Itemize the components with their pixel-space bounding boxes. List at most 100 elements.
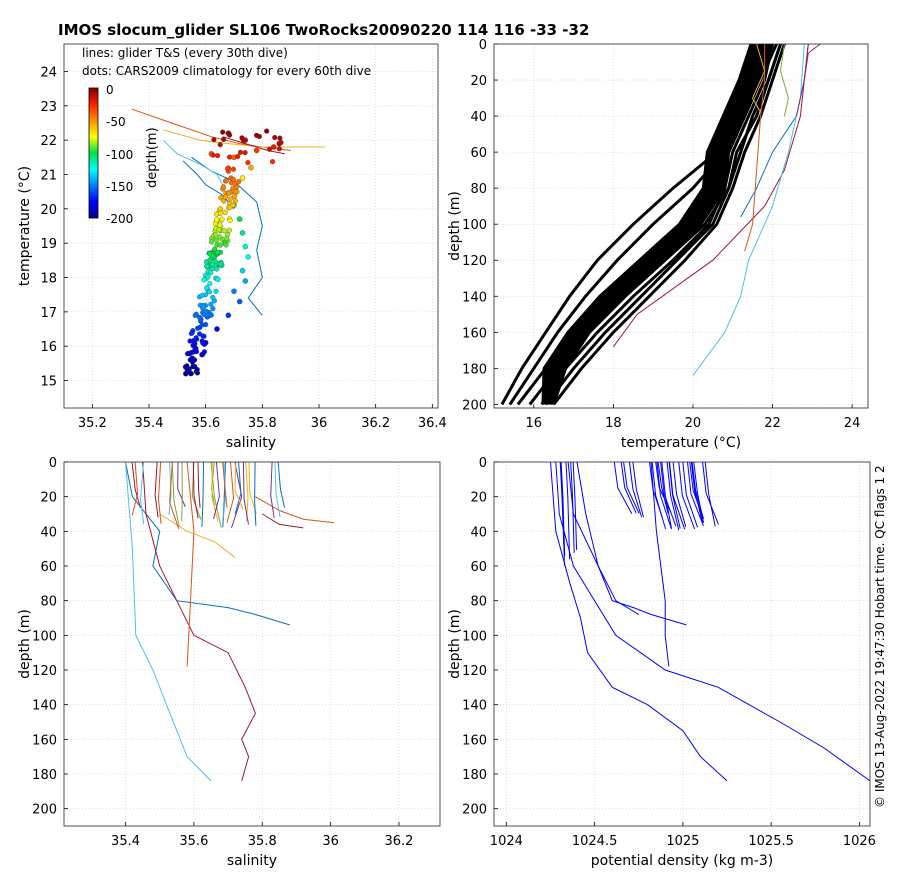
density-line bbox=[559, 462, 565, 545]
density-line bbox=[691, 462, 704, 519]
climatology-point bbox=[220, 184, 227, 190]
x-tick-label: 1025.5 bbox=[748, 834, 794, 849]
y-axis-label: depth (m) bbox=[17, 609, 33, 679]
colorbar-tick-3: -150 bbox=[106, 180, 133, 194]
x-tick-label: 36.4 bbox=[418, 416, 447, 431]
climatology-point bbox=[201, 277, 207, 283]
density-line bbox=[682, 462, 698, 528]
axes-box bbox=[63, 43, 439, 409]
climatology-point bbox=[222, 209, 228, 215]
sal-line bbox=[245, 462, 249, 521]
y-tick-label: 17 bbox=[40, 306, 57, 321]
y-tick-label: 160 bbox=[462, 326, 487, 341]
climatology-point bbox=[188, 371, 194, 377]
density-line bbox=[656, 462, 672, 530]
legend-lines-text: lines: glider T&S (every 30th dive) bbox=[82, 46, 288, 60]
sal-line bbox=[226, 462, 235, 523]
climatology-point bbox=[208, 270, 214, 276]
climatology-point bbox=[222, 194, 228, 200]
climatology-point bbox=[203, 321, 209, 328]
climatology-point bbox=[227, 154, 233, 160]
climatology-point bbox=[272, 135, 278, 141]
density-line bbox=[660, 462, 677, 527]
y-tick-label: 40 bbox=[470, 525, 487, 540]
y-tick-label: 21 bbox=[40, 168, 57, 183]
sal-line bbox=[157, 462, 162, 524]
sal-line bbox=[248, 462, 257, 514]
temp-line-dive-7 bbox=[795, 44, 821, 117]
climatology-point bbox=[205, 274, 211, 280]
climatology-point bbox=[199, 292, 205, 298]
y-tick-label: 120 bbox=[462, 254, 487, 269]
climatology-point bbox=[266, 146, 273, 152]
colorbar-tick-0: 0 bbox=[106, 83, 114, 97]
density-line bbox=[689, 462, 704, 520]
ts-line-dive-2 bbox=[163, 129, 325, 148]
y-tick-label: 20 bbox=[40, 203, 57, 218]
sal-line-dive-5 bbox=[159, 513, 236, 558]
climatology-point bbox=[214, 266, 220, 272]
climatology-point bbox=[239, 135, 245, 141]
density-line bbox=[678, 462, 696, 530]
climatology-profile bbox=[547, 44, 765, 405]
y-tick-label: 20 bbox=[40, 491, 57, 506]
climatology-point bbox=[213, 237, 220, 243]
climatology-point bbox=[217, 142, 223, 148]
x-tick-label: 18 bbox=[605, 416, 622, 431]
density-line bbox=[651, 462, 667, 530]
ts-line-dive-5 bbox=[162, 139, 224, 186]
chart-salinity: 35.4 35.6 35.8 36 36.2 0 20 40 60 80 100 120 140 160 1… bbox=[17, 456, 441, 869]
climatology-point bbox=[232, 193, 238, 199]
climatology-point bbox=[226, 190, 232, 196]
climatology-point bbox=[224, 166, 231, 172]
climatology-profile bbox=[552, 44, 774, 405]
climatology-point bbox=[278, 139, 284, 146]
climatology-point bbox=[216, 227, 222, 233]
density-line bbox=[666, 462, 680, 531]
climatology-point bbox=[277, 135, 283, 141]
sal-line-dive-1 bbox=[125, 462, 290, 626]
climatology-profile bbox=[546, 44, 763, 405]
temp-line-dive-4 bbox=[744, 44, 766, 252]
y-tick-label: 180 bbox=[32, 768, 57, 783]
x-tick-label: 35.8 bbox=[248, 416, 277, 431]
plot-area-salinity bbox=[125, 462, 335, 782]
climatology-point bbox=[223, 178, 229, 184]
figure-title: IMOS slocum_glider SL106 TwoRocks2009022… bbox=[58, 21, 590, 39]
climatology-point bbox=[236, 298, 243, 305]
climatology-profile bbox=[551, 44, 772, 405]
climatology-point bbox=[239, 230, 246, 236]
density-line bbox=[623, 462, 640, 514]
climatology-profile bbox=[552, 44, 786, 406]
climatology-point bbox=[236, 216, 243, 222]
climatology-point bbox=[231, 288, 237, 294]
density-line-dive-5 bbox=[650, 462, 670, 667]
x-tick-label: 24 bbox=[844, 416, 861, 431]
climatology-point bbox=[217, 242, 223, 248]
x-tick-label: 36.2 bbox=[385, 834, 414, 849]
climatology-point bbox=[230, 166, 236, 172]
climatology-point bbox=[188, 330, 194, 337]
climatology-point bbox=[242, 243, 249, 250]
climatology-point bbox=[237, 149, 244, 155]
density-line bbox=[657, 462, 669, 514]
y-tick-label: 180 bbox=[462, 362, 487, 377]
ts-line-dive-3 bbox=[191, 156, 263, 316]
x-tick-label: 36.2 bbox=[361, 416, 390, 431]
x-tick-label: 20 bbox=[685, 416, 702, 431]
y-tick-label: 140 bbox=[462, 290, 487, 305]
climatology-point bbox=[254, 132, 260, 138]
ts-line-dive-6 bbox=[222, 136, 286, 155]
x-axis-label: salinity bbox=[226, 435, 276, 451]
climatology-point bbox=[208, 301, 214, 307]
climatology-point bbox=[210, 306, 216, 312]
climatology-point bbox=[227, 196, 233, 202]
climatology-point bbox=[235, 153, 241, 160]
x-tick-label: 36 bbox=[322, 834, 339, 849]
density-line-dive-2 bbox=[550, 462, 728, 782]
y-tick-label: 0 bbox=[479, 456, 487, 471]
climatology-point bbox=[230, 202, 236, 208]
y-tick-label: 0 bbox=[49, 456, 57, 471]
x-tick-label: 35.8 bbox=[248, 834, 277, 849]
ts-line-dive-4 bbox=[182, 160, 235, 210]
